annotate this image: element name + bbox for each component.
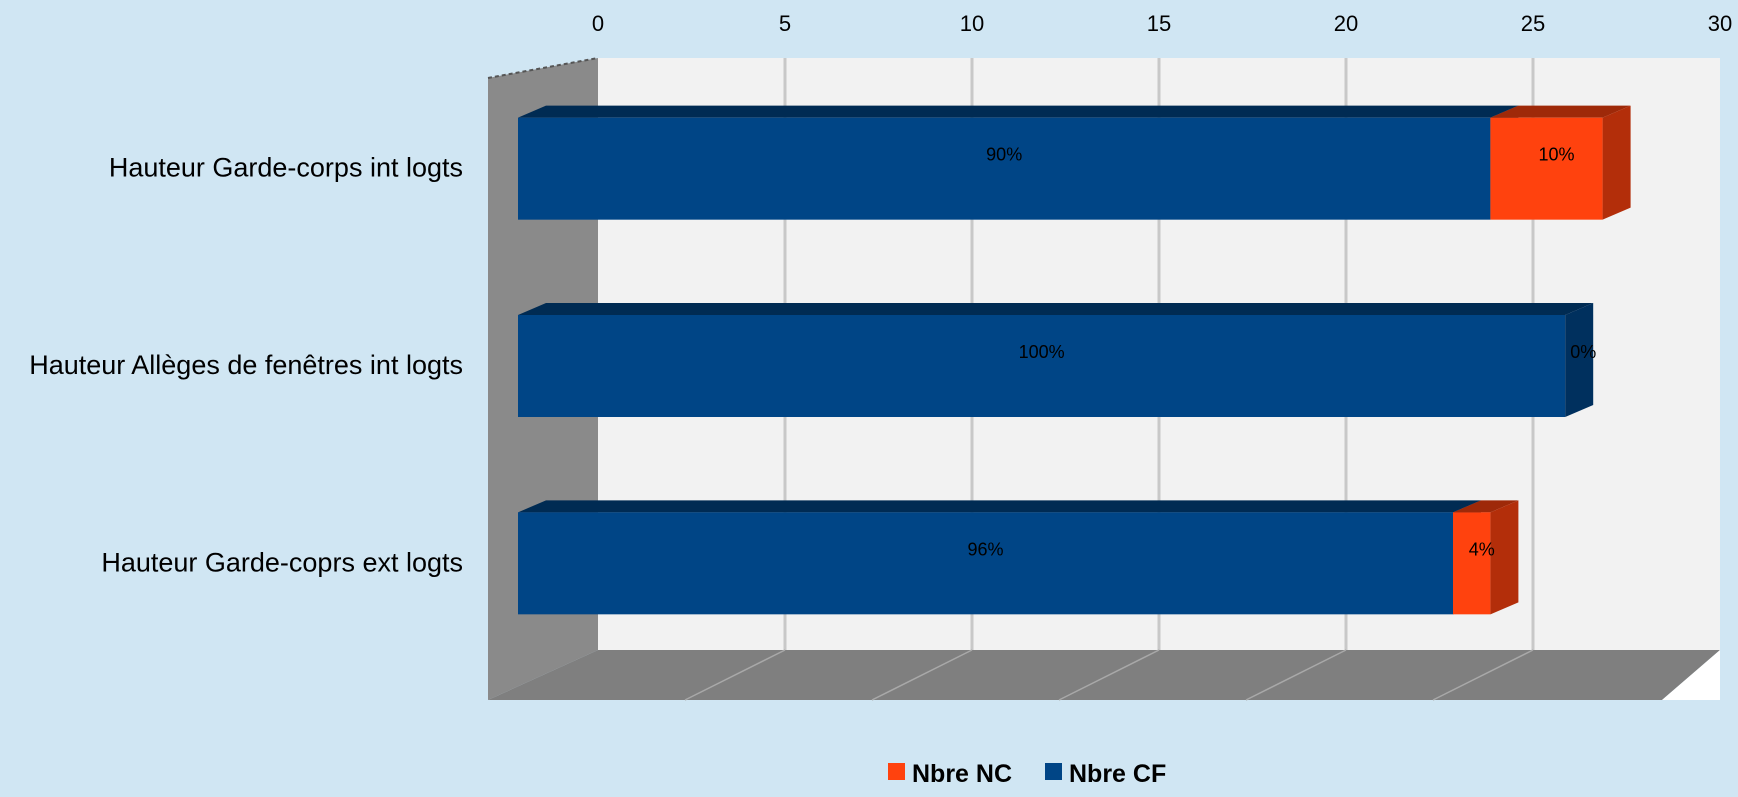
data-label: 100% <box>1019 342 1065 362</box>
data-label: 4% <box>1469 539 1495 559</box>
bar-side <box>1490 500 1519 615</box>
bar-top <box>518 303 1594 315</box>
category-label: Hauteur Garde-corps int logts <box>109 153 463 183</box>
bar-top <box>1453 500 1519 513</box>
legend-swatch <box>1045 763 1062 780</box>
x-tick-label: 25 <box>1521 11 1545 36</box>
floor-gridline <box>1058 649 1160 701</box>
x-tick-label: 15 <box>1147 11 1171 36</box>
bar <box>518 512 1453 615</box>
floor-gridline <box>1432 649 1534 701</box>
x-tick-label: 10 <box>960 11 984 36</box>
data-label: 10% <box>1538 145 1574 165</box>
legend: Nbre NC Nbre CF <box>888 760 1166 788</box>
bar <box>1490 117 1603 220</box>
data-label: 90% <box>986 145 1022 165</box>
data-labels: 90% 10% 100% 0% 96% 4% <box>967 145 1596 560</box>
data-label: 96% <box>967 539 1003 559</box>
floor-corner <box>1662 650 1720 700</box>
side-wall-edge <box>487 57 599 79</box>
bars <box>518 105 1631 615</box>
floor-gridline <box>684 649 786 701</box>
data-label: 0% <box>1570 342 1596 362</box>
x-tick-label: 5 <box>779 11 791 36</box>
floor-gridline <box>871 649 973 701</box>
legend-label: Nbre NC <box>912 760 1012 788</box>
x-tick-label: 20 <box>1334 11 1358 36</box>
x-tick-label: 30 <box>1708 11 1732 36</box>
category-labels: Hauteur Garde-corps int logts Hauteur All… <box>29 153 463 578</box>
category-label: Hauteur Garde-coprs ext logts <box>101 547 463 577</box>
bar <box>518 117 1491 220</box>
bar-top <box>518 500 1481 513</box>
floor <box>488 650 1720 700</box>
bar-top <box>518 105 1519 118</box>
bar-side <box>1565 303 1594 417</box>
bar <box>1453 512 1491 615</box>
legend-label: Nbre CF <box>1069 760 1166 788</box>
category-label: Hauteur Allèges de fenêtres int logts <box>29 350 463 380</box>
x-tick-label: 0 <box>592 11 604 36</box>
floor-gridline <box>1245 649 1347 701</box>
bar-top <box>1490 105 1631 118</box>
bar-side <box>1602 105 1631 220</box>
x-tick-labels: 0 5 10 15 20 25 30 <box>592 11 1732 36</box>
bar <box>518 315 1566 417</box>
legend-swatch <box>888 763 905 780</box>
